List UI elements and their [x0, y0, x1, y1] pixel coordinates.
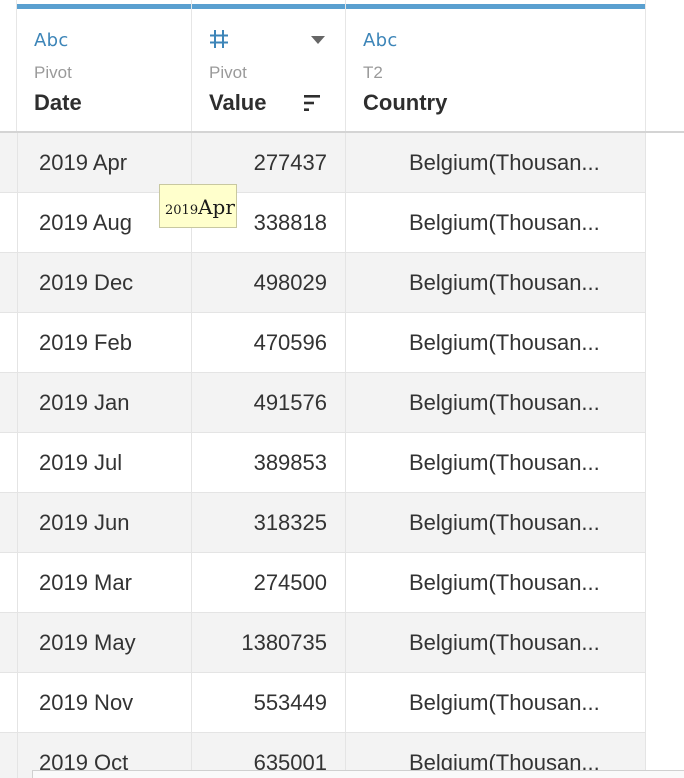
table-row[interactable]: 2019 Nov 553449 Belgium(Thousan...: [0, 673, 646, 733]
table-body[interactable]: 2019 Apr 277437 Belgium(Thousan... 2019 …: [0, 133, 684, 778]
country-cell[interactable]: Belgium(Thousan...: [346, 493, 646, 552]
country-cell[interactable]: Belgium(Thousan...: [346, 373, 646, 432]
value-cell[interactable]: 1380735: [192, 613, 346, 672]
table-row[interactable]: 2019 Feb 470596 Belgium(Thousan...: [0, 313, 646, 373]
column-header-country[interactable]: Abc T2 Country: [346, 0, 646, 131]
country-cell[interactable]: Belgium(Thousan...: [346, 133, 646, 192]
country-cell[interactable]: Belgium(Thousan...: [346, 673, 646, 732]
value-cell[interactable]: 553449: [192, 673, 346, 732]
table-row[interactable]: 2019 Mar 274500 Belgium(Thousan...: [0, 553, 646, 613]
grid-right-gutter: [646, 133, 684, 778]
table-row[interactable]: 2019 May 1380735 Belgium(Thousan...: [0, 613, 646, 673]
column-accent-bar: [346, 4, 645, 9]
cell-tooltip: 2019Apr: [159, 184, 237, 228]
date-cell[interactable]: 2019 Dec: [17, 253, 192, 312]
country-cell[interactable]: Belgium(Thousan...: [346, 313, 646, 372]
country-cell[interactable]: Belgium(Thousan...: [346, 553, 646, 612]
column-name-date[interactable]: Date: [34, 90, 82, 115]
table-row[interactable]: 2019 Dec 498029 Belgium(Thousan...: [0, 253, 646, 313]
row-header-corner: [0, 0, 17, 131]
horizontal-scrollbar[interactable]: [32, 770, 684, 778]
column-name-value[interactable]: Value: [209, 90, 267, 115]
table-row[interactable]: 2019 Jun 318325 Belgium(Thousan...: [0, 493, 646, 553]
country-cell[interactable]: Belgium(Thousan...: [346, 433, 646, 492]
value-cell[interactable]: 318325: [192, 493, 346, 552]
number-type-icon[interactable]: [208, 28, 230, 50]
value-cell[interactable]: 470596: [192, 313, 346, 372]
table-row[interactable]: 2019 Jul 389853 Belgium(Thousan...: [0, 433, 646, 493]
sort-icon[interactable]: [302, 93, 322, 113]
column-header-date[interactable]: Abc Pivot Date: [17, 0, 192, 131]
table-row[interactable]: 2019 Jan 491576 Belgium(Thousan...: [0, 373, 646, 433]
column-header-row: Abc Pivot Date Pivot Value: [0, 0, 684, 133]
value-cell[interactable]: 277437: [192, 133, 346, 192]
country-cell[interactable]: Belgium(Thousan...: [346, 193, 646, 252]
column-name-country[interactable]: Country: [363, 90, 448, 115]
date-cell[interactable]: 2019 Feb: [17, 313, 192, 372]
value-cell[interactable]: 274500: [192, 553, 346, 612]
date-cell[interactable]: 2019 Nov: [17, 673, 192, 732]
table-row[interactable]: 2019 Aug 338818 Belgium(Thousan...: [0, 193, 646, 253]
date-cell[interactable]: 2019 Mar: [17, 553, 192, 612]
value-cell[interactable]: 491576: [192, 373, 346, 432]
chevron-down-icon[interactable]: [310, 34, 326, 46]
date-cell[interactable]: 2019 Apr: [17, 133, 192, 192]
column-header-value[interactable]: Pivot Value: [192, 0, 346, 131]
column-source-label: Pivot: [209, 63, 247, 82]
table-row[interactable]: 2019 Apr 277437 Belgium(Thousan...: [0, 133, 646, 193]
date-cell[interactable]: 2019 May: [17, 613, 192, 672]
column-accent-bar: [192, 4, 345, 9]
tooltip-year: 2019: [165, 203, 199, 218]
country-cell[interactable]: Belgium(Thousan...: [346, 613, 646, 672]
value-cell[interactable]: 338818: [192, 193, 346, 252]
country-cell[interactable]: Belgium(Thousan...: [346, 253, 646, 312]
value-cell[interactable]: 498029: [192, 253, 346, 312]
value-cell[interactable]: 389853: [192, 433, 346, 492]
string-type-icon[interactable]: Abc: [363, 30, 398, 51]
string-type-icon[interactable]: Abc: [34, 30, 69, 51]
date-cell[interactable]: 2019 Jun: [17, 493, 192, 552]
column-accent-bar: [17, 4, 191, 9]
column-source-label: Pivot: [34, 63, 72, 82]
tooltip-month: Apr: [198, 195, 235, 219]
date-cell[interactable]: 2019 Jan: [17, 373, 192, 432]
date-cell[interactable]: 2019 Jul: [17, 433, 192, 492]
column-source-label: T2: [363, 63, 383, 82]
